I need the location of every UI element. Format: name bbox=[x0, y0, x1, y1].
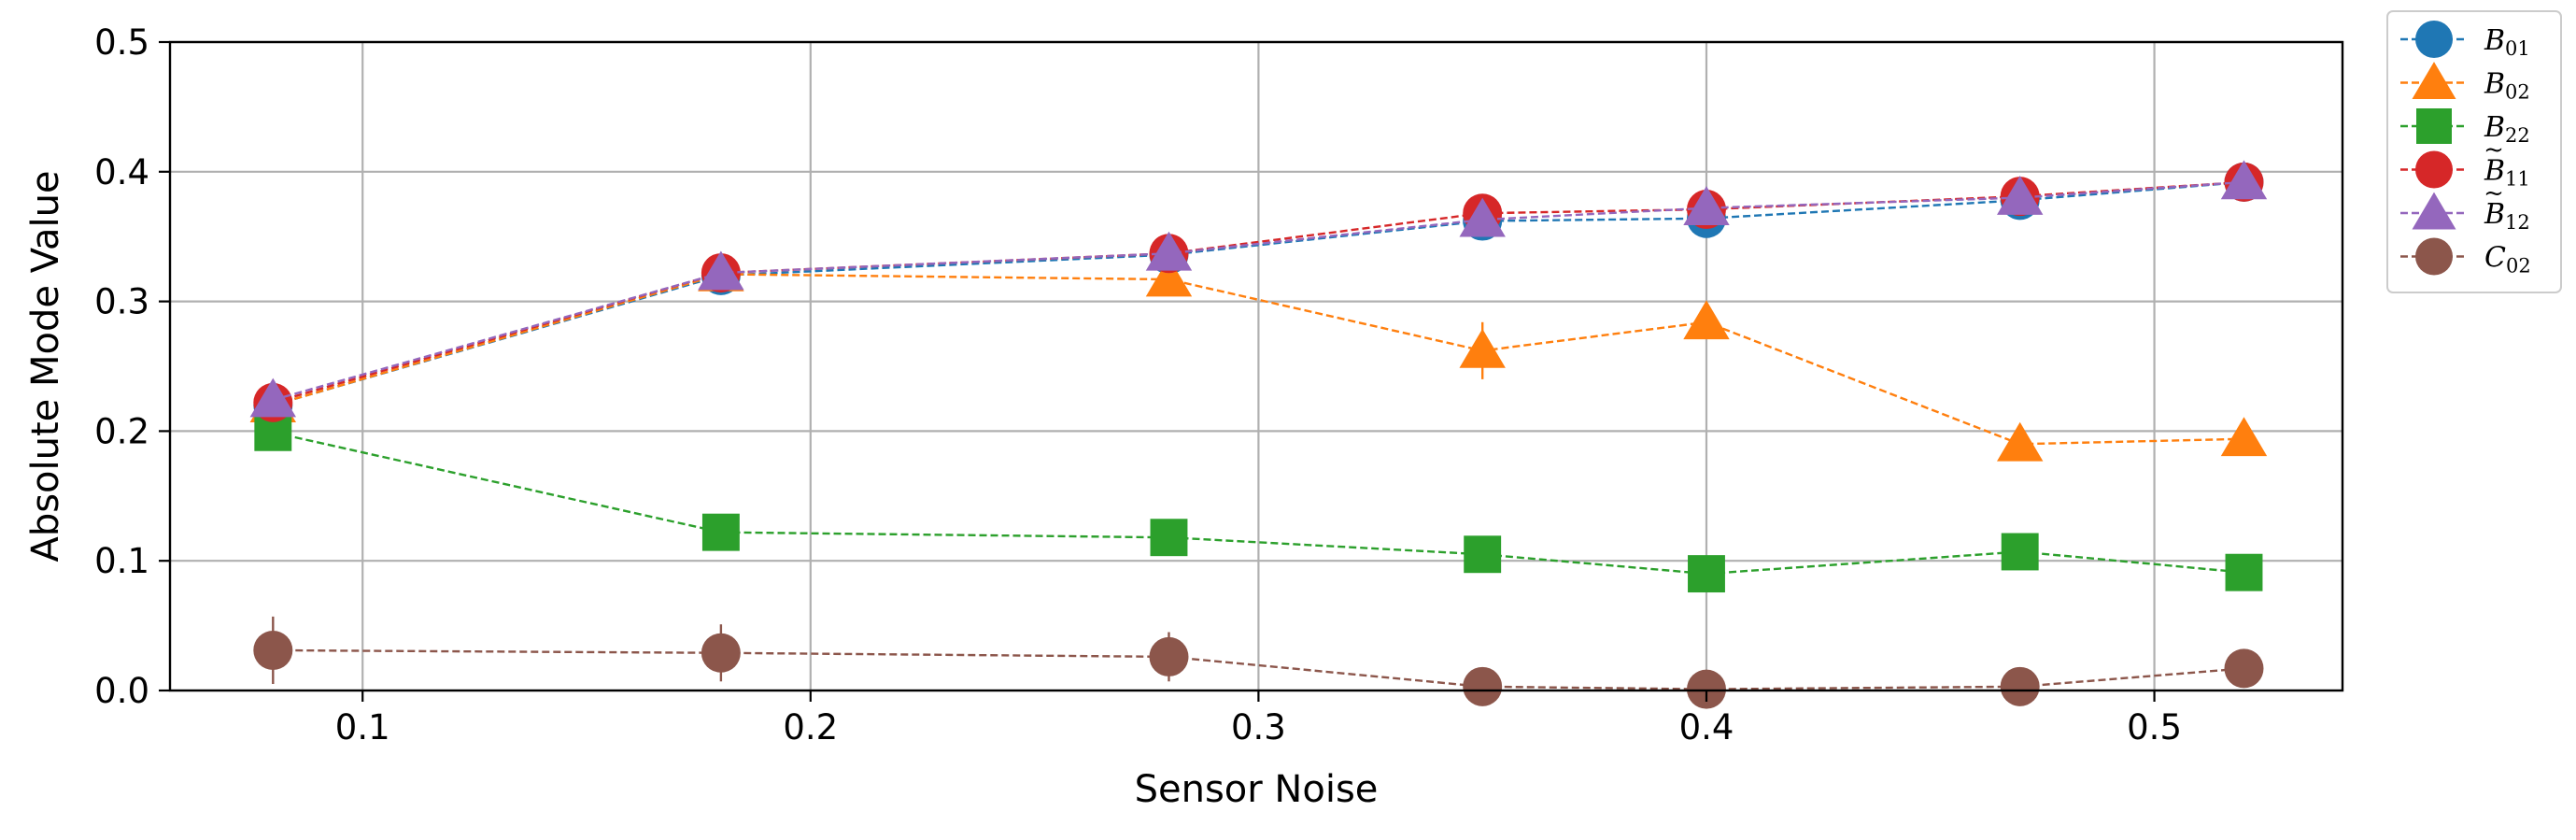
legend-marker bbox=[2415, 237, 2453, 276]
data-point bbox=[1464, 535, 1502, 574]
legend-marker bbox=[2415, 150, 2453, 189]
grid bbox=[170, 40, 2342, 692]
legend-marker bbox=[2415, 21, 2453, 58]
legend-frame bbox=[2386, 10, 2562, 293]
legend-label: B02 bbox=[2484, 68, 2530, 104]
plot-area bbox=[249, 160, 2268, 709]
data-point bbox=[249, 377, 297, 418]
y-tick-label: 0.2 bbox=[94, 411, 149, 451]
legend-label: B01 bbox=[2484, 24, 2530, 60]
series-B̃12 bbox=[249, 160, 2268, 418]
data-point bbox=[2001, 533, 2039, 571]
data-point bbox=[1997, 421, 2044, 462]
legend-label: C02 bbox=[2484, 242, 2531, 278]
data-point bbox=[1150, 519, 1188, 557]
legend-marker bbox=[2416, 108, 2452, 144]
plot-frame bbox=[168, 40, 2344, 692]
y-axis: 0.0 0.1 0.2 0.3 0.4 0.5 bbox=[94, 22, 170, 711]
x-axis-label: Sensor Noise bbox=[1135, 768, 1379, 811]
legend-entry: B02 bbox=[2400, 62, 2530, 104]
data-point bbox=[701, 513, 740, 551]
y-tick-label: 0.0 bbox=[94, 671, 149, 711]
series-C02 bbox=[253, 616, 2264, 709]
y-tick-label: 0.4 bbox=[94, 152, 149, 192]
data-point bbox=[1459, 197, 1506, 237]
y-tick-label: 0.1 bbox=[94, 541, 149, 581]
legend-label: B11 bbox=[2484, 155, 2530, 191]
legend-marker bbox=[2412, 192, 2456, 230]
data-point bbox=[1683, 186, 1730, 226]
data-point bbox=[1683, 300, 1730, 340]
data-point bbox=[2220, 160, 2268, 200]
data-point bbox=[2000, 666, 2040, 706]
data-point bbox=[1459, 328, 1506, 368]
data-point bbox=[1145, 257, 1193, 297]
data-point bbox=[1145, 231, 1193, 271]
y-axis-label: Absolute Mode Value bbox=[24, 170, 67, 562]
legend-entry: B01 bbox=[2400, 21, 2530, 60]
data-point bbox=[701, 633, 741, 673]
legend-entry: B11~ bbox=[2400, 136, 2530, 191]
y-tick-label: 0.5 bbox=[94, 22, 149, 63]
data-point bbox=[1149, 636, 1189, 676]
x-tick-label: 0.1 bbox=[335, 707, 390, 747]
legend-marker bbox=[2412, 62, 2456, 99]
legend-tilde: ~ bbox=[2484, 136, 2504, 164]
x-tick-label: 0.5 bbox=[2127, 707, 2182, 747]
legend-entry: C02 bbox=[2400, 237, 2531, 278]
legend-label: B22 bbox=[2484, 111, 2530, 147]
data-point bbox=[698, 250, 744, 291]
data-point bbox=[1997, 176, 2044, 215]
data-point bbox=[1686, 669, 1726, 709]
data-point bbox=[2220, 417, 2268, 457]
x-tick-label: 0.2 bbox=[783, 707, 838, 747]
x-axis: 0.1 0.2 0.3 0.4 0.5 bbox=[335, 691, 2182, 747]
data-point bbox=[1688, 555, 1725, 593]
data-point bbox=[2224, 648, 2264, 689]
data-point bbox=[253, 630, 293, 670]
data-point bbox=[2225, 553, 2263, 591]
legend-label: B12 bbox=[2484, 198, 2530, 234]
x-tick-label: 0.3 bbox=[1231, 707, 1286, 747]
y-tick-label: 0.3 bbox=[94, 282, 149, 322]
x-tick-label: 0.4 bbox=[1679, 707, 1734, 747]
legend-entry: B22 bbox=[2400, 108, 2530, 147]
legend-entry: B12~ bbox=[2400, 179, 2530, 234]
data-point bbox=[1463, 666, 1503, 706]
legend-tilde: ~ bbox=[2484, 179, 2504, 207]
